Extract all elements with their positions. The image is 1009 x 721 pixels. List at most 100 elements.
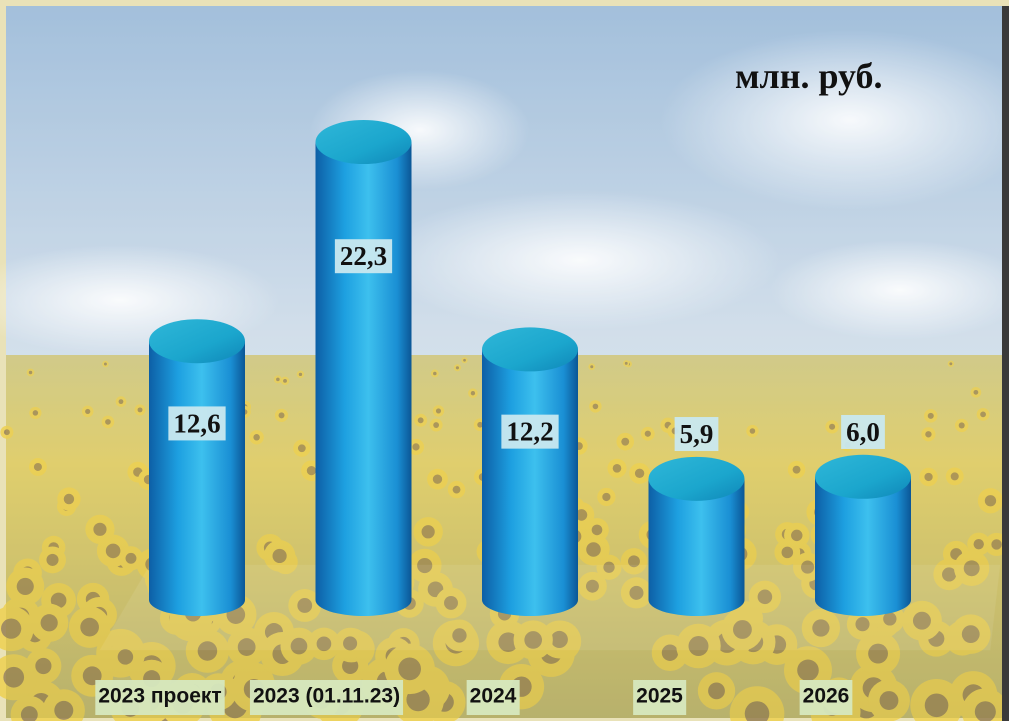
bar: 5,9 <box>648 417 745 616</box>
bar: 22,3 <box>315 120 412 616</box>
sunflower-center <box>105 543 121 559</box>
value-label-box <box>841 414 885 449</box>
x-tick-label: 2023 проект <box>98 685 221 708</box>
value-label-box <box>334 239 393 274</box>
bar: 6,0 <box>815 414 911 616</box>
category-label-box <box>799 680 853 715</box>
sunflower-center <box>973 389 979 395</box>
category-label-box <box>249 680 404 715</box>
sunflower-center <box>33 462 42 471</box>
sunflower-center <box>398 657 421 681</box>
cylinder-top <box>815 454 911 499</box>
sunflower-center <box>744 701 770 721</box>
sunflower-center <box>253 434 260 441</box>
sunflower-center <box>85 408 91 415</box>
sunflower-center <box>470 391 476 396</box>
value-label-box <box>168 406 226 441</box>
sunflower-center <box>812 619 830 637</box>
sunflower-center <box>444 595 458 610</box>
cloud <box>660 30 1009 210</box>
sunflower-center <box>28 370 33 375</box>
sunflower-center <box>585 579 599 593</box>
sunflower-center <box>32 410 39 416</box>
sunflower-center <box>283 378 287 383</box>
x-tick-label: 2023 (01.11.23) <box>253 685 400 708</box>
unit-label: млн. руб. <box>735 56 883 96</box>
sunflower-center <box>629 585 644 600</box>
sunflower-center <box>801 560 815 574</box>
sunflower-center <box>50 592 67 609</box>
sunflower-center <box>16 577 34 596</box>
sunflower-center <box>829 423 836 430</box>
sunflower-center <box>661 644 679 661</box>
bar: 12,2 <box>482 327 578 616</box>
cylinder-body <box>315 142 412 616</box>
sunflower-center <box>949 362 953 366</box>
value-label: 6,0 <box>846 417 880 447</box>
sunflower-center <box>733 620 752 639</box>
category-label-box <box>95 680 225 715</box>
sunflower-center <box>35 657 52 675</box>
value-label: 22,3 <box>340 241 387 271</box>
sunflower-center <box>435 408 442 414</box>
sunflower-center <box>433 371 437 376</box>
sunflower-center <box>498 632 519 653</box>
sunflower-center <box>590 365 594 369</box>
sunflower-center <box>117 649 134 665</box>
sunflower-center <box>963 560 980 577</box>
bar: 12,6 <box>149 319 245 616</box>
cylinder-body <box>482 349 578 616</box>
sunflower-center <box>924 472 933 482</box>
sunflower-center <box>316 636 332 652</box>
value-label: 12,6 <box>173 408 220 438</box>
sunflower-center <box>781 546 794 559</box>
sunflower-center <box>924 693 949 718</box>
cylinder-top <box>315 120 412 164</box>
sunflower-center <box>237 638 256 656</box>
sunflower-center <box>973 538 984 550</box>
sunflower-center <box>417 557 433 574</box>
sunflower-center <box>980 411 986 418</box>
sunflower-center <box>290 637 308 655</box>
frame-edge <box>1002 6 1009 721</box>
sunflower-center <box>80 617 99 637</box>
sunflower-center <box>792 465 801 474</box>
x-tick-label: 2026 <box>803 685 850 708</box>
sunflower-center <box>879 691 899 710</box>
x-tick-label: 2024 <box>470 685 517 708</box>
sunflower-center <box>125 552 137 564</box>
sunflower-center <box>708 682 725 700</box>
sunflower-center <box>688 636 709 657</box>
sunflower-center <box>105 419 111 425</box>
cylinder-top <box>648 456 745 501</box>
sunflower-center <box>432 474 443 484</box>
sunflower-center <box>927 412 934 419</box>
sunflower-center <box>925 431 932 438</box>
sunflower-center <box>103 362 107 366</box>
sunflower-center <box>797 659 819 682</box>
cylinder-body <box>149 341 245 616</box>
sunflower-center <box>477 421 483 428</box>
sunflower-center <box>417 417 424 424</box>
sunflower-center <box>412 443 420 451</box>
sunflower-center <box>991 539 1002 550</box>
sunflower-center <box>463 358 466 362</box>
sunflower-center <box>278 412 285 419</box>
cloud <box>770 240 1009 340</box>
sunflower-center <box>455 366 459 370</box>
sunflower-center <box>749 428 756 434</box>
sunflower-center <box>883 612 897 626</box>
sunflower-center <box>452 628 467 643</box>
sunflower-center <box>634 468 645 479</box>
sunflower-center <box>421 525 435 539</box>
cloud <box>380 190 780 330</box>
sunflower-center <box>63 493 75 505</box>
sunflower-center <box>575 509 588 521</box>
sunflower-center <box>20 706 38 721</box>
sunflower-center <box>306 466 317 476</box>
sunflower-center <box>118 399 124 405</box>
sunflower-center <box>550 630 568 649</box>
sunflower-center <box>855 617 870 632</box>
sunflower-center <box>297 598 313 613</box>
sunflower-center <box>46 553 59 566</box>
